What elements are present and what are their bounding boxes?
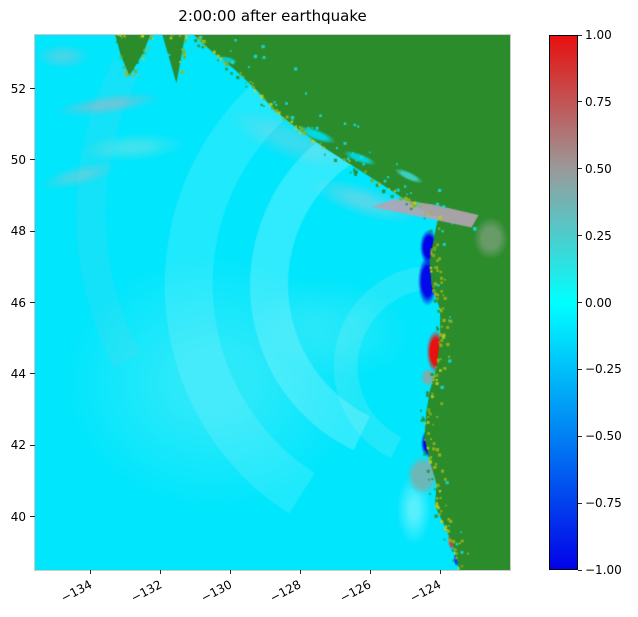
x-tick-label: −132 <box>128 577 164 606</box>
colorbar-tick-mark <box>578 168 582 170</box>
colorbar-tick-label: 0.75 <box>585 94 612 109</box>
y-tick-label: 44 <box>10 366 26 381</box>
y-tick-label: 48 <box>10 224 26 239</box>
x-tick-label: −124 <box>407 577 444 606</box>
y-tick-mark <box>30 444 35 446</box>
y-tick-mark <box>30 230 35 232</box>
heatmap-canvas <box>35 35 510 570</box>
y-tick-mark <box>30 373 35 375</box>
x-tick-mark <box>369 570 371 574</box>
chart-title: 2:00:00 after earthquake <box>178 7 367 25</box>
colorbar-tick-mark <box>578 502 582 504</box>
y-tick-label: 50 <box>10 152 26 167</box>
colorbar-tick-label: 0.00 <box>585 295 612 310</box>
colorbar-tick-label: −0.25 <box>585 362 622 377</box>
y-tick-mark <box>30 302 35 303</box>
x-tick-label: −128 <box>268 577 304 606</box>
y-tick-label: 40 <box>10 509 26 524</box>
y-tick-label: 42 <box>10 438 26 453</box>
map-plot-area <box>35 35 510 570</box>
colorbar-tick-label: 0.25 <box>585 228 612 243</box>
x-tick-label: −130 <box>198 577 234 606</box>
y-tick-label: 52 <box>10 81 26 96</box>
colorbar-tick-mark <box>578 368 582 370</box>
colorbar-tick-mark <box>578 101 582 103</box>
colorbar-tick-label: −0.75 <box>585 496 622 511</box>
colorbar-tick-mark <box>578 569 582 571</box>
colorbar-tick-label: 1.00 <box>585 28 612 42</box>
colorbar-gradient <box>549 35 578 570</box>
colorbar-tick-mark <box>578 235 582 237</box>
x-tick-label: −134 <box>58 577 95 606</box>
colorbar-tick-label: −0.50 <box>585 429 622 444</box>
colorbar-tick-mark <box>578 34 582 36</box>
colorbar <box>549 35 578 570</box>
x-tick-mark <box>160 570 162 574</box>
x-tick-mark <box>230 570 232 574</box>
colorbar-tick-label: −1.00 <box>585 563 622 577</box>
y-tick-label: 46 <box>10 295 26 310</box>
colorbar-tick-mark <box>578 302 582 303</box>
x-tick-label: −126 <box>337 577 374 606</box>
colorbar-tick-label: 0.50 <box>585 161 612 176</box>
y-tick-mark <box>30 516 35 517</box>
y-tick-mark <box>30 88 35 89</box>
colorbar-tick-mark <box>578 435 582 437</box>
x-tick-mark <box>299 570 301 574</box>
x-tick-mark <box>90 570 92 574</box>
x-tick-mark <box>439 570 441 574</box>
y-tick-mark <box>30 159 35 161</box>
